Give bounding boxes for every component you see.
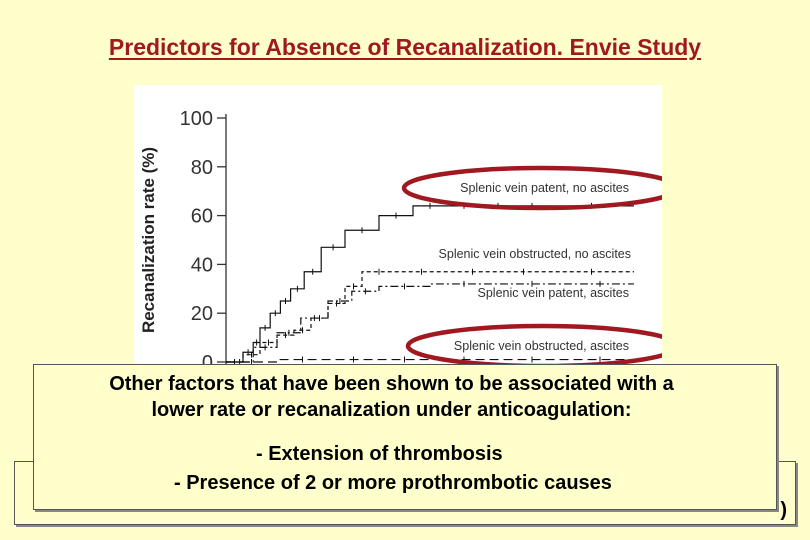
y-tick-label: 60 xyxy=(191,206,213,228)
callout-bullet-extension: - Extension of thrombosis xyxy=(256,443,503,465)
slide-title: Predictors for Absence of Recanalization… xyxy=(108,34,702,60)
factors-callout: Other factors that have been shown to be… xyxy=(33,364,777,510)
series-label-3: Splenic vein patent, ascites xyxy=(478,286,629,300)
series-line-3 xyxy=(226,283,634,363)
y-tick-label: 80 xyxy=(191,157,213,179)
y-tick-label: 20 xyxy=(191,303,213,325)
y-tick-label: 0 xyxy=(202,352,213,374)
y-axis-label: Recanalization rate (%) xyxy=(139,147,158,333)
chart-panel: 0 20 40 60 80 100 Recanalization rate (%) Splen… xyxy=(134,85,662,375)
series-label-4: Splenic vein obstructed, ascites xyxy=(454,339,629,353)
callout-line-2: lower rate or recanalization under antic… xyxy=(151,399,632,421)
callout-line-1: Other factors that have been shown to be… xyxy=(109,373,674,395)
y-tick-label: 40 xyxy=(191,254,213,276)
reference-fragment: ) xyxy=(780,499,787,521)
series-label-2: Splenic vein obstructed, no ascites xyxy=(439,247,631,261)
callout-bullet-prothrombotic: - Presence of 2 or more prothrombotic ca… xyxy=(174,472,612,494)
y-tick-label: 100 xyxy=(180,108,213,130)
recanalization-chart: 0 20 40 60 80 100 Recanalization rate (%) Splen… xyxy=(139,108,662,374)
series-line-4 xyxy=(226,358,634,363)
series-label-1: Splenic vein patent, no ascites xyxy=(460,181,629,195)
highlight-ellipse-1 xyxy=(401,165,662,211)
